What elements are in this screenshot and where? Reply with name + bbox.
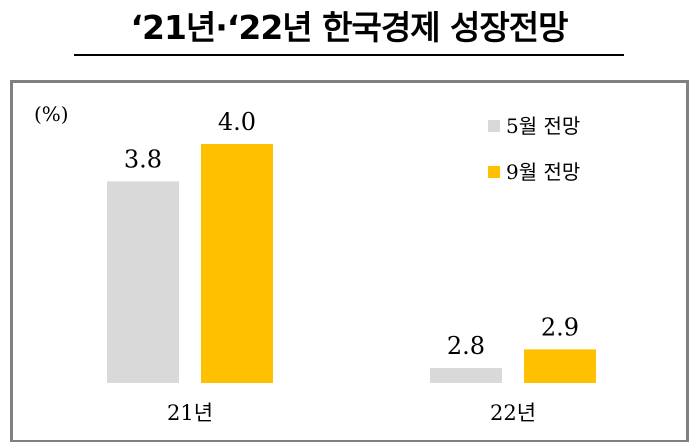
chart-frame xyxy=(10,80,689,442)
legend-swatch xyxy=(488,120,500,132)
bar xyxy=(430,368,502,383)
legend-swatch xyxy=(488,166,500,178)
legend-label: 5월 전망 xyxy=(506,114,580,138)
unit-label: (%) xyxy=(34,102,69,126)
data-label: 2.8 xyxy=(447,332,485,360)
data-label: 3.8 xyxy=(124,145,162,173)
data-label: 4.0 xyxy=(218,108,256,136)
bar xyxy=(107,181,179,383)
data-label: 2.9 xyxy=(541,313,579,341)
bar xyxy=(201,144,273,383)
bar xyxy=(524,349,596,383)
chart-title: ‘21년·‘22년 한국경제 성장전망 xyxy=(74,6,624,56)
x-tick-label: 22년 xyxy=(490,401,536,425)
legend-label: 9월 전망 xyxy=(506,160,580,184)
x-tick-label: 21년 xyxy=(167,401,213,425)
